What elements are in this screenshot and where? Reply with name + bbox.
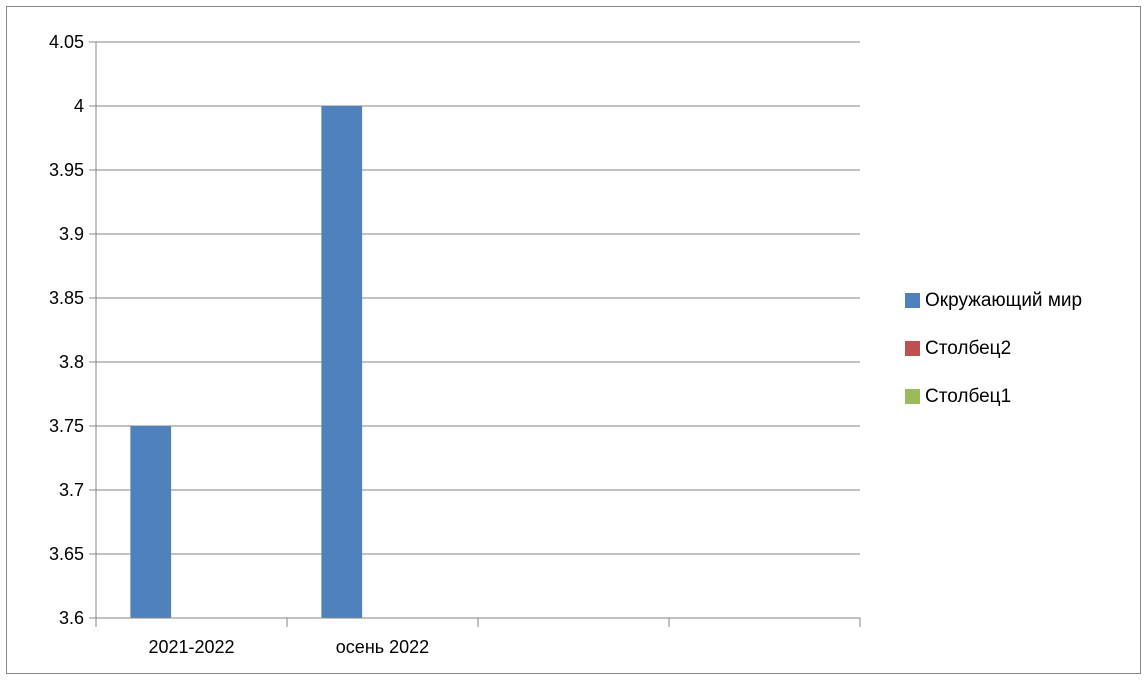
legend: Окружающий мир Столбец2 Столбец1: [905, 290, 1082, 407]
x-tick-label: 2021-2022: [148, 637, 234, 657]
bar: [321, 106, 363, 618]
chart-frame: [6, 6, 1141, 674]
y-tick-label: 4.05: [49, 32, 84, 52]
x-tick-label: осень 2022: [336, 637, 429, 657]
y-tick-label: 3.75: [49, 416, 84, 436]
y-tick-label: 3.9: [59, 224, 84, 244]
gridlines: [89, 41, 860, 619]
y-tick-labels: 3.6 3.65 3.7 3.75 3.8 3.85 3.9 3.95 4 4.05: [49, 32, 84, 628]
y-tick-label: 3.65: [49, 544, 84, 564]
axes: [95, 42, 861, 627]
bar: [130, 426, 172, 618]
y-tick-label: 3.85: [49, 288, 84, 308]
legend-label: Столбец2: [925, 338, 1011, 359]
legend-swatch: [905, 341, 920, 356]
legend-swatch: [905, 389, 920, 404]
y-tick-label: 3.6: [59, 608, 84, 628]
legend-swatch: [905, 293, 920, 308]
y-tick-label: 3.8: [59, 352, 84, 372]
bars: [130, 106, 363, 618]
y-tick-label: 3.7: [59, 480, 84, 500]
legend-label: Окружающий мир: [925, 290, 1082, 311]
x-tick-labels: 2021-2022 осень 2022: [148, 637, 429, 657]
legend-label: Столбец1: [925, 386, 1011, 407]
y-tick-label: 3.95: [49, 160, 84, 180]
y-tick-label: 4: [74, 96, 84, 116]
